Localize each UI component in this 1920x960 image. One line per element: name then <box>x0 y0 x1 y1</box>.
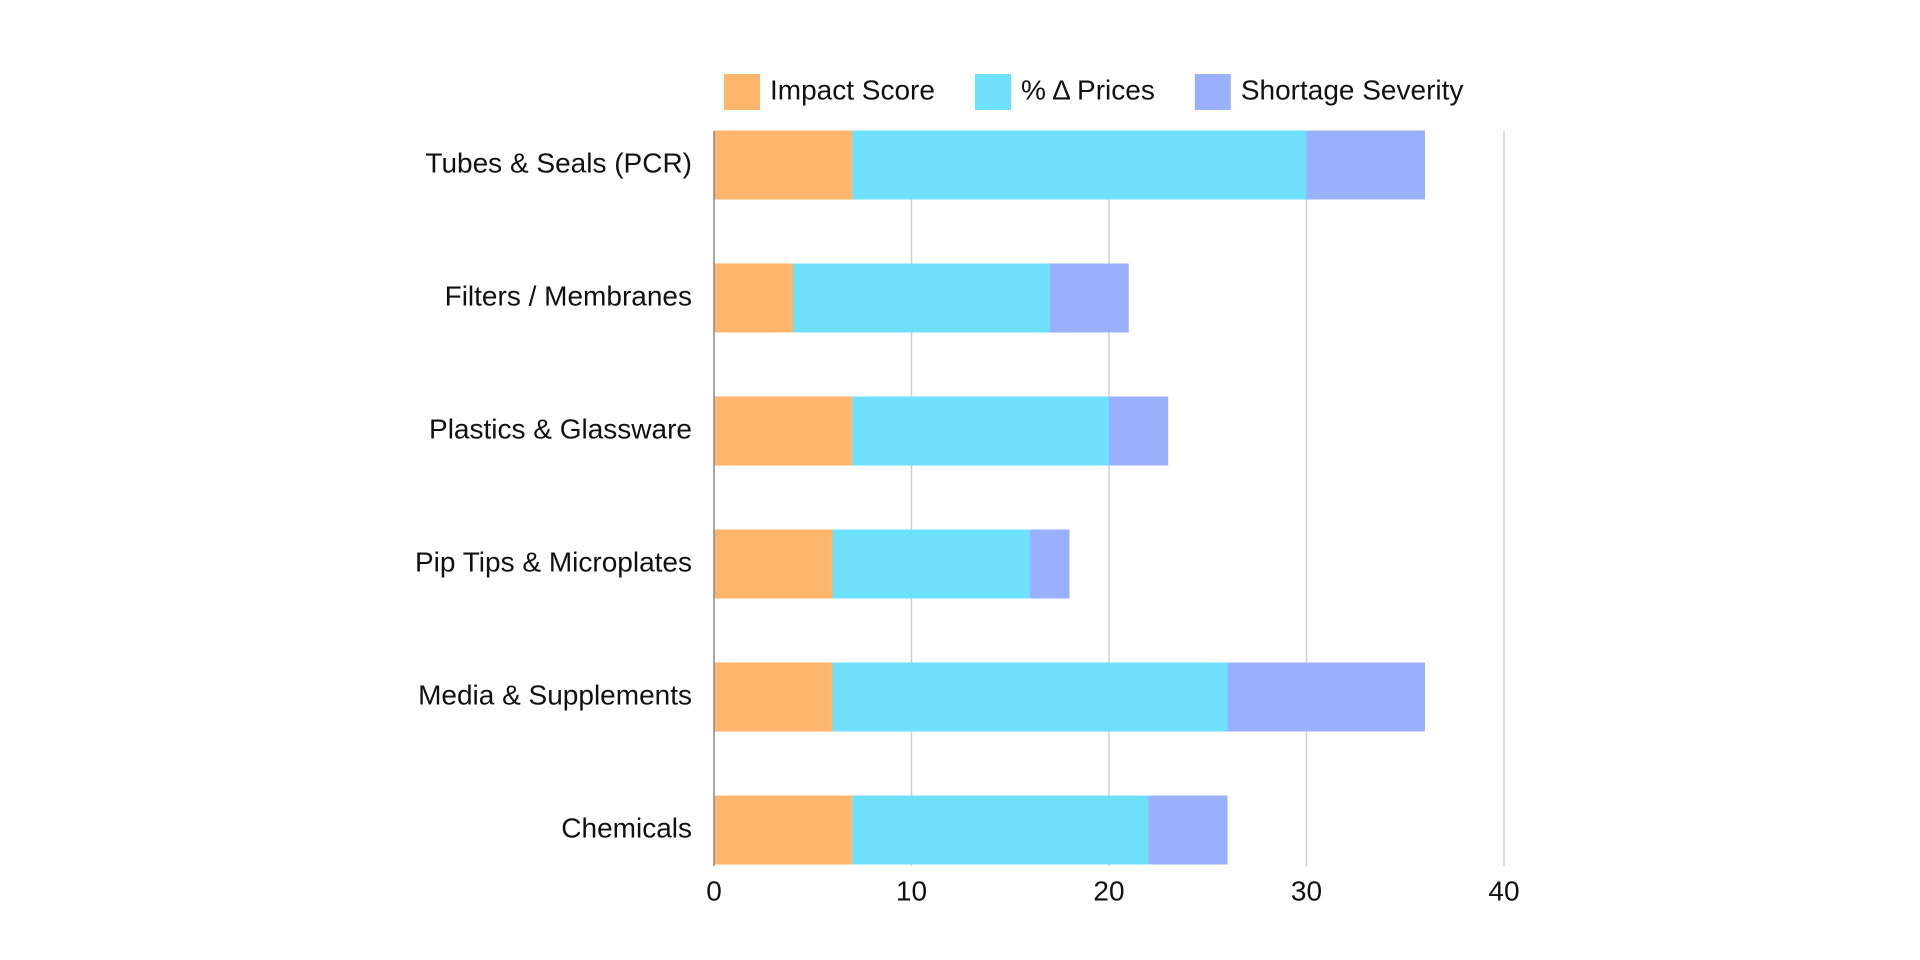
bar-segment <box>852 130 1307 200</box>
bar-segment <box>714 396 853 466</box>
bar-segment <box>714 662 833 732</box>
y-tick-label: Pip Tips & Microplates <box>415 546 692 577</box>
y-tick-label: Tubes & Seals (PCR) <box>425 147 692 178</box>
bar-segment <box>1227 662 1425 732</box>
bar-segment <box>832 529 1030 599</box>
x-tick-label: 0 <box>706 875 722 906</box>
legend-swatch <box>974 74 1011 110</box>
y-tick-label: Plastics & Glassware <box>429 413 692 444</box>
bar-segment <box>714 795 853 865</box>
legend-label: Impact Score <box>770 74 935 105</box>
x-tick-label: 40 <box>1488 875 1519 906</box>
legend-label: Shortage Severity <box>1241 74 1464 105</box>
bar-segment <box>1109 396 1169 466</box>
bar-segment <box>832 662 1228 732</box>
bar-segment <box>793 263 1050 333</box>
x-tick-label: 30 <box>1291 875 1322 906</box>
x-tick-label: 20 <box>1093 875 1124 906</box>
bar-segment <box>714 130 853 200</box>
legend-swatch <box>1194 74 1231 110</box>
legend-label: % Δ Prices <box>1021 74 1155 105</box>
y-tick-label: Chemicals <box>561 812 692 843</box>
bar-segment <box>714 263 793 333</box>
y-tick-label: Filters / Membranes <box>445 280 692 311</box>
y-tick-label: Media & Supplements <box>418 679 692 710</box>
bar-segment <box>1306 130 1425 200</box>
bar-segment <box>1049 263 1129 333</box>
bar-segment <box>1030 529 1070 599</box>
legend-swatch <box>724 74 760 110</box>
x-tick-label: 10 <box>896 875 927 906</box>
bar-segment <box>852 396 1109 466</box>
bar-segment <box>714 529 833 599</box>
bar-segment <box>1148 795 1228 865</box>
bar-segment <box>852 795 1149 865</box>
